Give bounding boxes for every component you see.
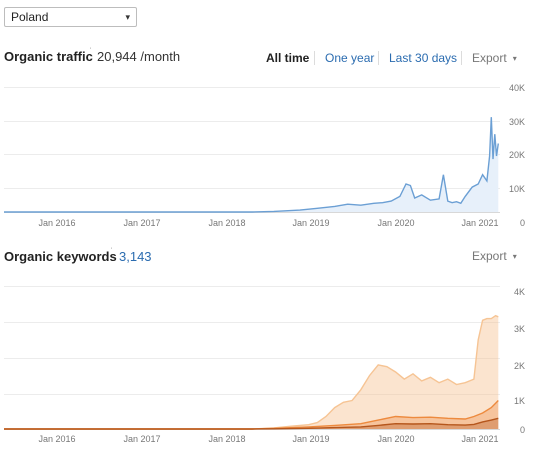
keywords-series-top-area bbox=[4, 315, 499, 429]
traffic-series-line bbox=[4, 117, 499, 213]
keywords-value[interactable]: 3,143 bbox=[119, 249, 152, 264]
y-tick-label: 30K bbox=[509, 117, 525, 127]
y-tick-label: 2K bbox=[514, 361, 525, 371]
caret-down-icon: ▾ bbox=[512, 54, 517, 63]
keywords-export-button[interactable]: Export ▾ bbox=[472, 249, 517, 263]
x-tick-label: Jan 2019 bbox=[292, 218, 329, 228]
range-all-time[interactable]: All time bbox=[266, 51, 310, 65]
x-tick-label: Jan 2016 bbox=[38, 218, 75, 228]
traffic-export-button[interactable]: Export ▾ bbox=[472, 51, 517, 65]
traffic-value: 20,944 /month bbox=[97, 49, 181, 64]
y-tick-label: 4K bbox=[514, 287, 525, 297]
keywords-title: Organic keywords bbox=[4, 249, 117, 264]
y-tick-label: 40K bbox=[509, 83, 525, 93]
x-tick-label: Jan 2020 bbox=[377, 434, 414, 444]
y-tick-label: 0 bbox=[520, 425, 525, 435]
country-select-value: Poland bbox=[11, 10, 49, 24]
info-icon: ˈ bbox=[89, 47, 93, 58]
keywords-export-label: Export bbox=[472, 249, 507, 263]
chevron-down-icon: ▾ bbox=[125, 12, 130, 22]
caret-down-icon: ▾ bbox=[512, 252, 517, 261]
y-tick-label: 0 bbox=[520, 218, 525, 228]
range-divider bbox=[461, 51, 462, 65]
range-last-30-days[interactable]: Last 30 days bbox=[389, 51, 458, 65]
traffic-grid bbox=[4, 87, 500, 213]
x-tick-label: Jan 2017 bbox=[123, 218, 160, 228]
x-tick-label: Jan 2021 bbox=[461, 218, 498, 228]
y-tick-label: 1K bbox=[514, 396, 525, 406]
traffic-title: Organic traffic bbox=[4, 49, 93, 64]
x-tick-label: Jan 2017 bbox=[123, 434, 160, 444]
keywords-series-mid-area bbox=[4, 400, 499, 429]
range-one-year[interactable]: One year bbox=[325, 51, 375, 65]
info-icon: ˈ bbox=[110, 247, 114, 258]
x-tick-label: Jan 2018 bbox=[208, 434, 245, 444]
x-tick-label: Jan 2019 bbox=[292, 434, 329, 444]
y-tick-label: 10K bbox=[509, 184, 525, 194]
x-tick-label: Jan 2016 bbox=[38, 434, 75, 444]
country-select[interactable]: Poland ▾ bbox=[4, 7, 137, 27]
keywords-series-top-line bbox=[4, 314, 499, 430]
x-tick-label: Jan 2018 bbox=[208, 218, 245, 228]
x-tick-label: Jan 2020 bbox=[377, 218, 414, 228]
traffic-chart: 40K 30K 20K 10K 0 Jan 2016 Jan 2017 Jan … bbox=[4, 83, 525, 228]
y-tick-label: 20K bbox=[509, 150, 525, 160]
x-tick-label: Jan 2021 bbox=[461, 434, 498, 444]
keywords-x-ticks: Jan 2016 Jan 2017 Jan 2018 Jan 2019 Jan … bbox=[38, 434, 498, 444]
traffic-series-area bbox=[4, 117, 499, 212]
range-divider bbox=[314, 51, 315, 65]
keywords-series-mid-line bbox=[4, 400, 499, 430]
keywords-chart: 4K 3K 2K 1K 0 Jan 2016 Jan 2017 Jan 2018… bbox=[4, 286, 525, 444]
keywords-y-ticks: 4K 3K 2K 1K 0 bbox=[514, 287, 525, 435]
keywords-series-low-line bbox=[4, 417, 499, 430]
y-tick-label: 3K bbox=[514, 324, 525, 334]
traffic-x-ticks: Jan 2016 Jan 2017 Jan 2018 Jan 2019 Jan … bbox=[38, 218, 498, 228]
traffic-export-label: Export bbox=[472, 51, 507, 65]
range-divider bbox=[378, 51, 379, 65]
traffic-y-ticks: 40K 30K 20K 10K 0 bbox=[509, 83, 525, 228]
